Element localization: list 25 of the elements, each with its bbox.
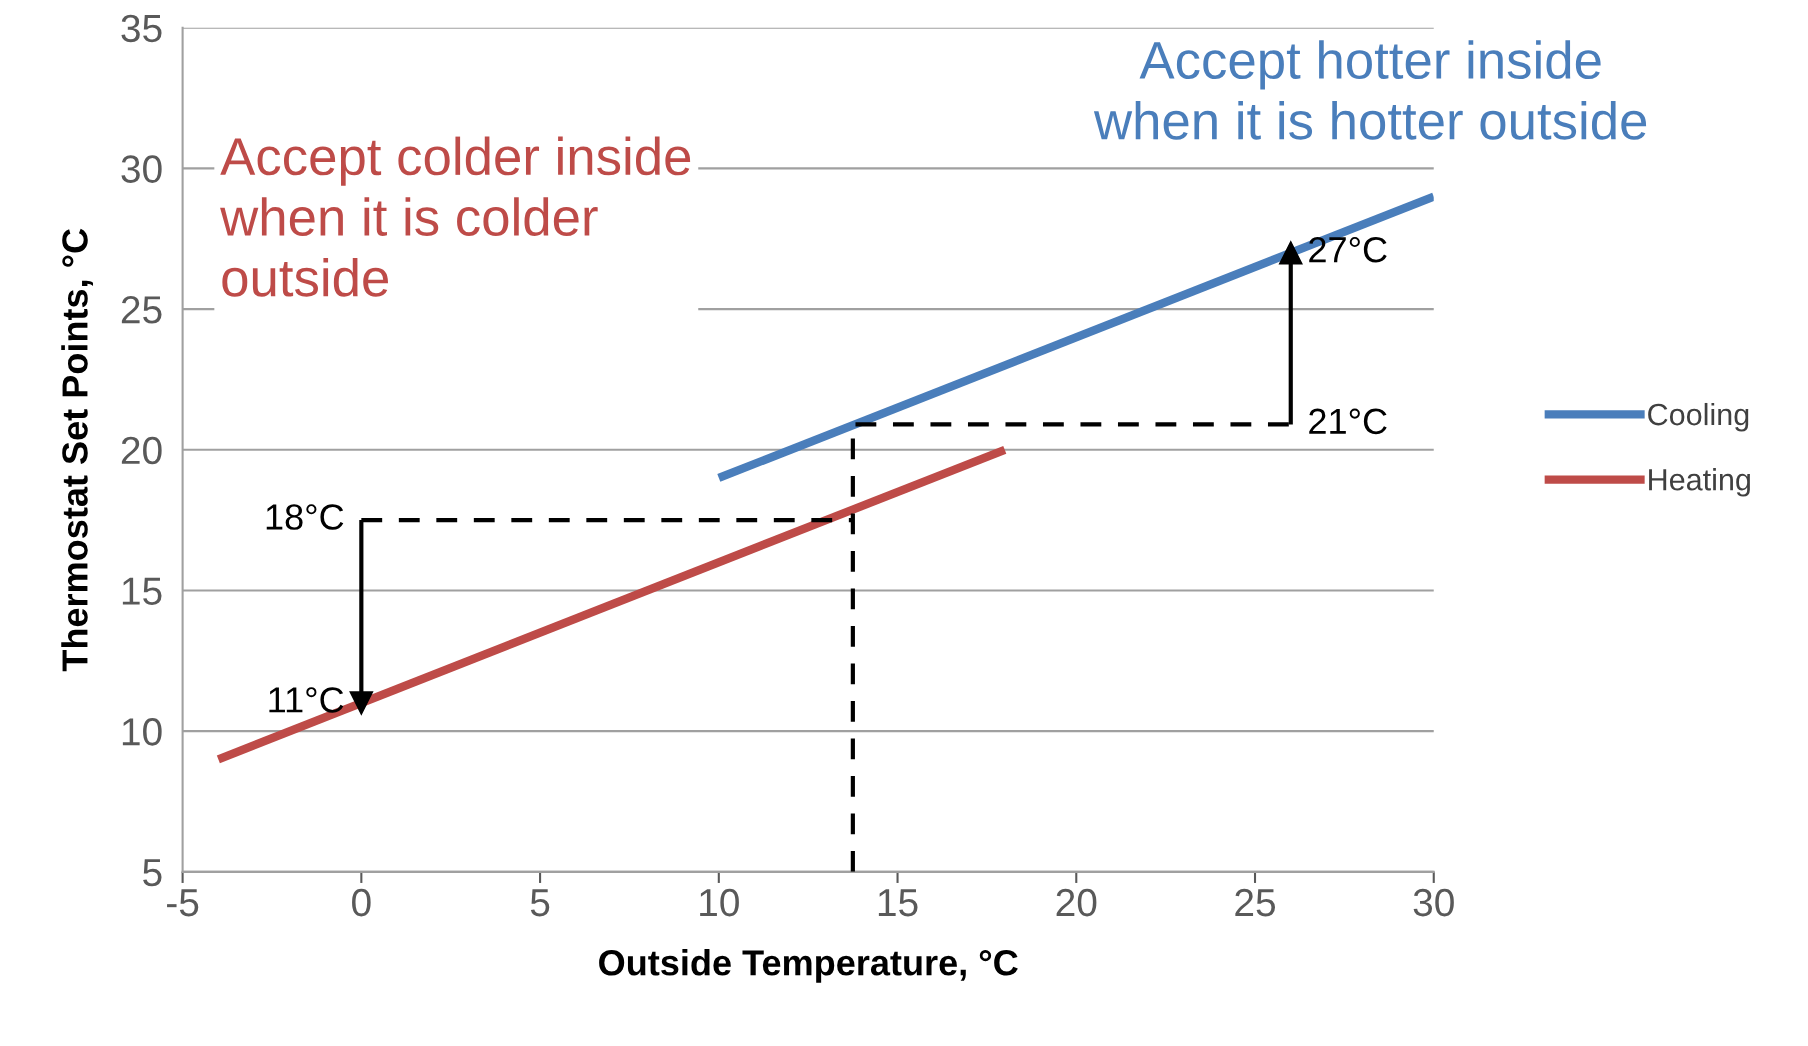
x-tick-label: 30 [1413, 888, 1454, 917]
y-tick-label: 25 [121, 296, 162, 324]
x-tick-label: 25 [1235, 888, 1276, 917]
x-axis-title: Outside Temperature, °C [599, 949, 1018, 983]
data-label: 27°C [1309, 236, 1387, 263]
y-tick-label: 35 [121, 14, 162, 43]
y-tick-label: 5 [143, 859, 162, 887]
x-tick-label: 10 [700, 888, 739, 917]
y-axis-title: Thermostat Set Points, °C [61, 228, 94, 672]
data-label: 11°C [269, 687, 344, 713]
x-tick-label: 0 [352, 888, 371, 917]
x-tick-label: 5 [530, 889, 550, 917]
y-tick-label: 10 [122, 718, 162, 746]
data-label: 18°C [266, 504, 344, 530]
y-tick-label: 15 [122, 577, 162, 605]
y-tick-label: 20 [121, 436, 162, 465]
data-label: 21°C [1309, 408, 1387, 435]
annotation: Accept colder inside when it is colder outside [220, 136, 691, 297]
x-tick-label: 15 [878, 889, 918, 917]
annotation: Accept hotter inside when it is hotter outside [1093, 40, 1647, 140]
x-tick-label: -5 [167, 889, 199, 917]
y-tick-label: 30 [121, 155, 162, 183]
legend-label: Heating [1649, 468, 1750, 497]
x-tick-label: 20 [1056, 888, 1097, 917]
legend-label: Cooling [1648, 402, 1749, 432]
